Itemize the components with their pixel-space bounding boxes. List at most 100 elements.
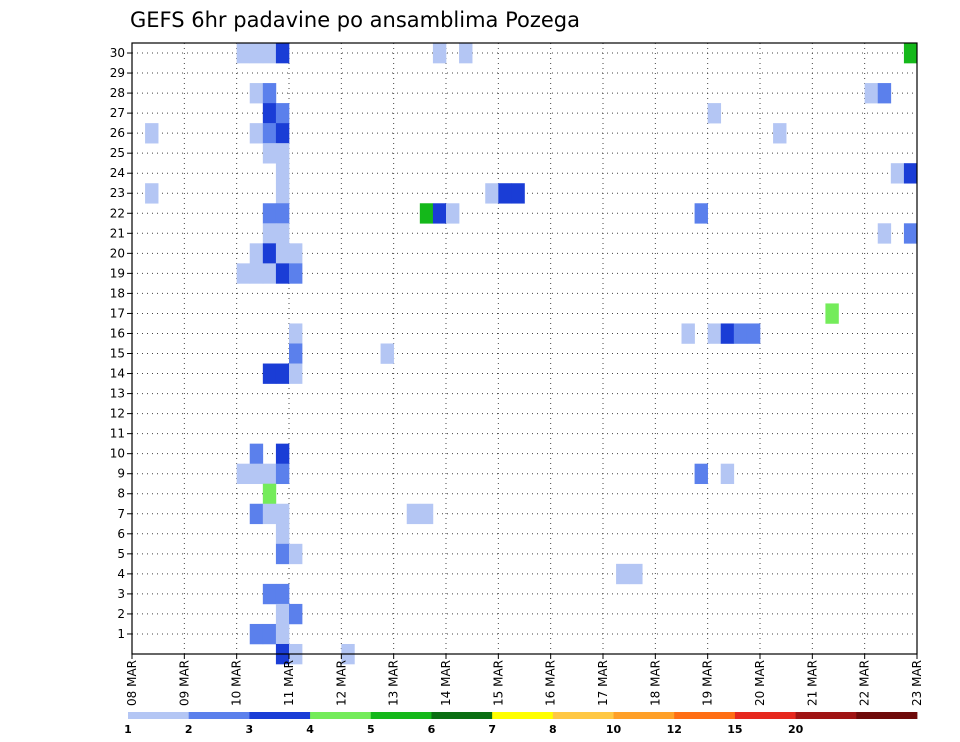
precip-cell bbox=[275, 363, 290, 384]
precip-cell bbox=[720, 323, 735, 344]
legend-swatch bbox=[552, 712, 614, 719]
precip-cell bbox=[262, 83, 277, 104]
y-axis: 1234567891011121314151617181920212223242… bbox=[110, 46, 132, 641]
x-axis: 08 MAR 09 MAR 10 MAR 11 MAR 12 MAR 13 MAR 14 M… bbox=[125, 654, 924, 706]
x-tick-label: 17 MAR bbox=[596, 660, 610, 706]
y-tick-label: 30 bbox=[110, 46, 125, 60]
precip-cell bbox=[511, 183, 525, 204]
precip-cell bbox=[380, 343, 394, 364]
x-tick-label: 20 MAR bbox=[753, 660, 767, 706]
precip-cell bbox=[616, 563, 630, 585]
precip-cell bbox=[498, 183, 512, 204]
precip-cell bbox=[275, 183, 290, 204]
y-tick-label: 4 bbox=[117, 567, 125, 581]
legend-swatch bbox=[310, 712, 372, 719]
precip-cell bbox=[262, 43, 277, 64]
precip-cell bbox=[289, 343, 303, 364]
legend-label: 2 bbox=[185, 723, 193, 736]
precip-cell bbox=[720, 463, 735, 485]
legend-swatch bbox=[370, 712, 432, 719]
legend-swatch bbox=[249, 712, 311, 719]
precip-cell bbox=[419, 203, 434, 224]
legend-swatch bbox=[613, 712, 675, 719]
precip-cell bbox=[275, 503, 290, 525]
precip-cell bbox=[249, 463, 264, 485]
precip-cell bbox=[262, 483, 277, 505]
precip-cell bbox=[275, 463, 290, 485]
legend-label: 20 bbox=[788, 723, 804, 736]
precip-cell bbox=[903, 223, 918, 244]
precip-cell bbox=[275, 103, 290, 124]
precip-cell bbox=[903, 43, 918, 64]
precip-cell bbox=[236, 263, 251, 284]
y-tick-label: 28 bbox=[110, 86, 125, 100]
x-tick-label: 22 MAR bbox=[858, 660, 872, 706]
precip-cell bbox=[289, 363, 303, 384]
precip-cell bbox=[459, 43, 473, 64]
x-tick-label: 09 MAR bbox=[177, 660, 191, 706]
precip-cell bbox=[262, 463, 277, 485]
precip-cell bbox=[236, 43, 251, 64]
color-legend: 1 2 3 4 5 6 7 8 10 12 15 20 bbox=[124, 712, 918, 736]
precip-cell bbox=[249, 443, 264, 464]
precip-cell bbox=[275, 163, 290, 184]
plot-cells bbox=[145, 43, 918, 665]
y-tick-label: 7 bbox=[117, 507, 125, 521]
y-tick-label: 25 bbox=[110, 146, 125, 160]
precip-cell bbox=[262, 123, 277, 144]
y-tick-label: 13 bbox=[110, 387, 125, 401]
precip-cell bbox=[262, 503, 277, 525]
y-tick-label: 20 bbox=[110, 246, 125, 260]
precip-cell bbox=[249, 123, 264, 144]
precip-cell bbox=[825, 303, 839, 324]
legend-swatch bbox=[431, 712, 493, 719]
precip-cell bbox=[249, 83, 264, 104]
precip-cell bbox=[681, 323, 695, 344]
y-tick-label: 10 bbox=[110, 447, 125, 461]
precip-cell bbox=[289, 323, 303, 344]
precip-cell bbox=[707, 103, 722, 124]
precip-cell bbox=[629, 563, 643, 585]
legend-label: 12 bbox=[667, 723, 682, 736]
precip-cell bbox=[262, 103, 277, 124]
legend-label: 5 bbox=[367, 723, 375, 736]
x-tick-label: 19 MAR bbox=[701, 660, 715, 706]
precip-cell bbox=[145, 123, 159, 144]
precip-cell bbox=[275, 123, 290, 144]
x-tick-label: 14 MAR bbox=[439, 660, 453, 706]
precip-cell bbox=[275, 543, 290, 565]
precip-cell bbox=[275, 43, 290, 64]
precip-cell bbox=[419, 503, 434, 525]
y-tick-label: 5 bbox=[117, 547, 125, 561]
precip-cell bbox=[262, 203, 277, 224]
x-tick-label: 13 MAR bbox=[387, 660, 401, 706]
precip-cell bbox=[249, 263, 264, 284]
precip-cell bbox=[249, 243, 264, 264]
x-tick-label: 21 MAR bbox=[805, 660, 819, 706]
precip-cell bbox=[446, 203, 460, 224]
legend-label: 15 bbox=[727, 723, 742, 736]
x-tick-label: 18 MAR bbox=[648, 660, 662, 706]
precip-cell bbox=[275, 263, 290, 284]
y-tick-label: 14 bbox=[110, 367, 125, 381]
y-tick-label: 15 bbox=[110, 347, 125, 361]
legend-label: 10 bbox=[606, 723, 622, 736]
precip-cell bbox=[877, 223, 892, 244]
precip-cell bbox=[275, 443, 290, 464]
y-tick-label: 19 bbox=[110, 266, 125, 280]
y-tick-label: 9 bbox=[117, 467, 125, 481]
y-tick-label: 8 bbox=[117, 487, 125, 501]
precip-cell bbox=[289, 543, 303, 565]
precip-cell bbox=[289, 243, 303, 264]
chart-title: GEFS 6hr padavine po ansamblima Pozega bbox=[130, 8, 580, 32]
y-tick-label: 3 bbox=[117, 587, 125, 601]
precip-cell bbox=[275, 523, 290, 545]
y-tick-label: 16 bbox=[110, 326, 125, 340]
precip-cell bbox=[432, 203, 447, 224]
precip-cell bbox=[289, 263, 303, 284]
precip-cell bbox=[262, 243, 277, 264]
legend-swatch bbox=[856, 712, 918, 719]
y-tick-label: 1 bbox=[117, 627, 125, 641]
precip-cell bbox=[262, 143, 277, 164]
legend-label: 1 bbox=[124, 723, 132, 736]
